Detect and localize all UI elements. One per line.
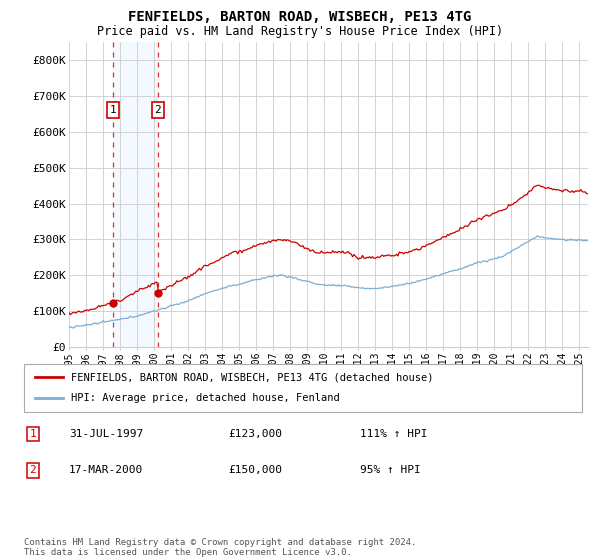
Bar — [113, 42, 158, 347]
Text: 2: 2 — [29, 465, 37, 475]
Text: HPI: Average price, detached house, Fenland: HPI: Average price, detached house, Fenl… — [71, 393, 340, 403]
Text: 1: 1 — [110, 105, 116, 115]
Text: 17-MAR-2000: 17-MAR-2000 — [69, 465, 143, 475]
Text: 31-JUL-1997: 31-JUL-1997 — [69, 429, 143, 439]
Text: Price paid vs. HM Land Registry's House Price Index (HPI): Price paid vs. HM Land Registry's House … — [97, 25, 503, 38]
Text: 1: 1 — [29, 429, 37, 439]
Text: 2: 2 — [154, 105, 161, 115]
Text: £150,000: £150,000 — [228, 465, 282, 475]
Text: FENFIELDS, BARTON ROAD, WISBECH, PE13 4TG: FENFIELDS, BARTON ROAD, WISBECH, PE13 4T… — [128, 10, 472, 24]
Text: 95% ↑ HPI: 95% ↑ HPI — [360, 465, 421, 475]
Text: Contains HM Land Registry data © Crown copyright and database right 2024.
This d: Contains HM Land Registry data © Crown c… — [24, 538, 416, 557]
Text: £123,000: £123,000 — [228, 429, 282, 439]
Text: FENFIELDS, BARTON ROAD, WISBECH, PE13 4TG (detached house): FENFIELDS, BARTON ROAD, WISBECH, PE13 4T… — [71, 372, 434, 382]
Text: 111% ↑ HPI: 111% ↑ HPI — [360, 429, 427, 439]
FancyBboxPatch shape — [24, 364, 582, 412]
